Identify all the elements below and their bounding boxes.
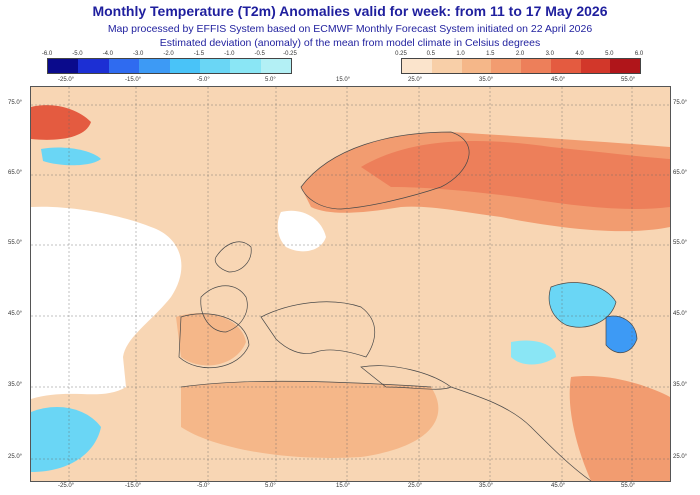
lon-label-bottom: 15.0°: [336, 483, 351, 489]
lat-label-right: 45.0°: [673, 311, 688, 317]
lon-label-top: 15.0°: [336, 77, 351, 83]
iberia-warm-anomaly: [176, 313, 246, 366]
lon-label-top: -25.0°: [58, 77, 75, 83]
lat-label-left: 55.0°: [8, 240, 23, 246]
legend-negative-tick-label: -1.5: [193, 51, 205, 57]
legend-positive-tick-label: 3.0: [545, 51, 554, 57]
legend-positive-bar: [401, 58, 641, 74]
legend-negative-swatch-7: [260, 59, 291, 73]
legend-positive-tick-label: 1.0: [456, 51, 465, 57]
legend-positive-tick-label: 4.0: [575, 51, 584, 57]
legend-negative-tick-label: -0.5: [254, 51, 265, 57]
lon-label-top: 25.0°: [408, 77, 423, 83]
lat-label-right: 65.0°: [673, 170, 688, 176]
lon-label-top: 45.0°: [551, 77, 566, 83]
map-subtitle-units: Estimated deviation (anomaly) of the mea…: [159, 37, 541, 49]
lon-label-top: 55.0°: [621, 77, 636, 83]
lon-label-bottom: 55.0°: [621, 483, 636, 489]
legend-negative-tick-label: -0.25: [283, 51, 297, 57]
legend-negative-tick-label: -2.0: [163, 51, 174, 57]
graticule: [31, 87, 670, 481]
legend-positive-swatch-2: [461, 59, 492, 73]
lat-label-right: 25.0°: [673, 454, 688, 460]
legend-negative-tick-label: -4.0: [102, 51, 113, 57]
north-africa-warm-anomaly: [181, 381, 439, 458]
legend-positive-swatch-3: [491, 59, 521, 73]
map-frame[interactable]: [30, 86, 671, 482]
legend-positive-tick-label: 2.0: [515, 51, 525, 57]
legend-negative-tick-label: -6.0: [41, 51, 53, 57]
legend-positive-swatch-0: [402, 59, 432, 73]
greenland-warm-anomaly: [31, 105, 91, 140]
lat-label-left: 65.0°: [8, 170, 23, 176]
map-subtitle-source: Map processed by EFFIS System based on E…: [107, 23, 593, 35]
lat-label-right: 75.0°: [673, 100, 688, 106]
lon-label-bottom: -25.0°: [58, 483, 75, 489]
legend-positive-tick-label: 5.0: [605, 51, 614, 57]
legend-positive-swatch-6: [580, 59, 611, 73]
legend-negative-swatch-4: [169, 59, 200, 73]
lat-label-left: 25.0°: [8, 454, 23, 460]
lon-label-bottom: 25.0°: [408, 483, 423, 489]
lat-label-left: 35.0°: [8, 382, 23, 388]
lon-label-top: 35.0°: [479, 77, 494, 83]
lon-label-top: -5.0°: [197, 77, 210, 83]
legend-positive-swatch-7: [610, 59, 640, 73]
lon-label-bottom: -15.0°: [125, 483, 142, 489]
legend-negative-swatch-3: [139, 59, 170, 73]
legend-negative-swatch-1: [78, 59, 109, 73]
legend-negative-swatch-6: [230, 59, 261, 73]
lon-label-bottom: 5.0°: [265, 483, 276, 489]
legend-negative-bar: [47, 58, 292, 74]
lat-label-left: 75.0°: [8, 100, 23, 106]
legend-negative-tick-label: -3.0: [132, 51, 144, 57]
legend-positive-swatch-4: [521, 59, 551, 73]
atlantic-neutral-zone: [31, 206, 182, 399]
middle-east-warm-anomaly: [569, 376, 670, 481]
legend-negative-tick-label: -5.0: [72, 51, 83, 57]
anomaly-map[interactable]: [31, 87, 670, 481]
legend-positive-tick-label: 1.5: [486, 51, 495, 57]
legend-positive-swatch-5: [550, 59, 581, 73]
turkey-cool-anomaly: [511, 340, 556, 365]
north-sea-neutral-zone: [277, 210, 326, 252]
canaries-cool-anomaly: [31, 407, 101, 472]
legend-positive-tick-label: 6.0: [634, 51, 644, 57]
iceland-cool-anomaly: [41, 147, 101, 166]
legend-negative-tick-label: -1.0: [224, 51, 235, 57]
map-title: Monthly Temperature (T2m) Anomalies vali…: [92, 3, 608, 19]
legend-negative-swatch-5: [199, 59, 231, 73]
legend-positive-tick-label: 0.5: [426, 51, 435, 57]
lat-label-right: 35.0°: [673, 382, 688, 388]
legend-positive-tick-label: 0.25: [395, 51, 407, 57]
lat-label-left: 45.0°: [8, 311, 23, 317]
lon-label-bottom: -5.0°: [197, 483, 210, 489]
lat-label-right: 55.0°: [673, 240, 688, 246]
lon-label-top: -15.0°: [125, 77, 142, 83]
lon-label-bottom: 45.0°: [551, 483, 566, 489]
caspian-cool-anomaly: [606, 316, 637, 353]
lon-label-bottom: 35.0°: [479, 483, 494, 489]
legend-negative-swatch-0: [48, 59, 79, 73]
lon-label-top: 5.0°: [265, 77, 276, 83]
legend-positive-swatch-1: [431, 59, 462, 73]
legend-negative-swatch-2: [108, 59, 140, 73]
